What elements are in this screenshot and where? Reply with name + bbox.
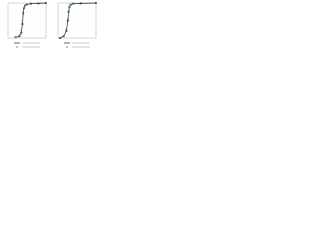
line-marker [21, 23, 24, 25]
point [22, 11, 25, 13]
point [69, 4, 72, 6]
point [67, 17, 69, 20]
legend-key [16, 46, 18, 48]
line-marker [95, 2, 97, 4]
point [67, 9, 70, 12]
point [24, 4, 26, 7]
line-marker [79, 2, 82, 5]
point [14, 36, 17, 38]
point [59, 36, 61, 39]
point [68, 5, 71, 8]
point [26, 3, 28, 5]
figure [0, 0, 100, 53]
line-marker [29, 2, 32, 5]
point [23, 7, 25, 9]
legend-key [66, 46, 68, 48]
series-line [15, 2, 47, 38]
point [18, 34, 21, 36]
line-marker [20, 31, 23, 34]
point [62, 34, 65, 37]
line-marker [45, 2, 47, 4]
point [21, 20, 24, 23]
panel [7, 2, 47, 48]
line-marker [66, 19, 69, 22]
series-line [59, 2, 97, 39]
point [72, 3, 74, 5]
point [20, 29, 23, 32]
line-marker [65, 30, 68, 32]
point [65, 28, 68, 30]
line-marker [37, 2, 40, 5]
panel [57, 2, 97, 48]
